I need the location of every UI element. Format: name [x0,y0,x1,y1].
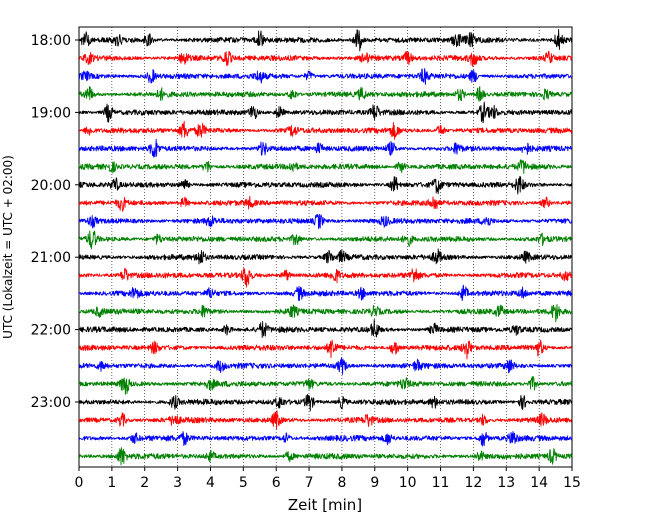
trace-2130 [78,284,573,302]
x-tick-label: 7 [305,475,314,491]
x-tick-label: 8 [337,475,346,491]
x-tick-label: 14 [530,475,548,491]
x-tick-label: 5 [239,475,248,491]
trace-2245 [78,376,573,395]
trace-2315 [78,410,573,430]
x-axis-label: Zeit [min] [288,496,362,514]
y-axis-label: UTC (Lokalzeit = UTC + 02:00) [1,155,15,339]
x-tick-label: 10 [399,475,417,491]
x-tick-label: 2 [140,475,149,491]
x-tick-label: 1 [107,475,116,491]
trace-1945 [78,159,572,174]
y-tick-label: 19:00 [31,105,71,121]
trace-2000 [78,176,573,195]
trace-1930 [78,138,573,158]
vertical-grid [111,27,540,467]
trace-1900 [78,101,573,124]
x-tick-label: 0 [75,475,84,491]
y-tick-label: 18:00 [31,33,71,49]
trace-1830 [78,68,573,85]
x-tick-label: 13 [497,475,515,491]
y-tick-label: 22:00 [31,323,71,339]
x-tick-label: 3 [173,475,182,491]
y-tick-label: 23:00 [31,395,71,411]
trace-2015 [78,195,573,212]
y-tick-labels: 18:00 19:00 20:00 21:00 22:00 23:00 [31,33,79,411]
trace-1800 [78,29,573,52]
trace-2215 [78,339,573,360]
x-tick-label: 15 [563,475,581,491]
trace-2100 [78,248,573,265]
trace-2345 [78,447,573,466]
x-tick-label: 11 [432,475,450,491]
trace-2145 [78,304,573,323]
trace-1845 [78,86,573,102]
x-tick-label: 9 [370,475,379,491]
y-tick-label: 21:00 [31,250,71,266]
trace-2300 [78,393,573,412]
trace-2045 [78,230,573,250]
trace-layer [78,29,573,466]
trace-1815 [78,50,573,67]
trace-2230 [78,357,573,375]
trace-2330 [78,431,573,447]
x-tick-label: 6 [272,475,281,491]
x-tick-label: 12 [464,475,482,491]
trace-1915 [78,120,573,140]
trace-2115 [78,267,573,288]
x-tick-labels: 0 1 2 3 4 5 6 7 8 9 10 11 12 13 14 15 [75,467,581,491]
x-tick-label: 4 [206,475,215,491]
trace-2030 [78,214,573,230]
y-tick-label: 20:00 [31,178,71,194]
trace-2200 [78,319,573,338]
axes-frame [78,26,573,468]
